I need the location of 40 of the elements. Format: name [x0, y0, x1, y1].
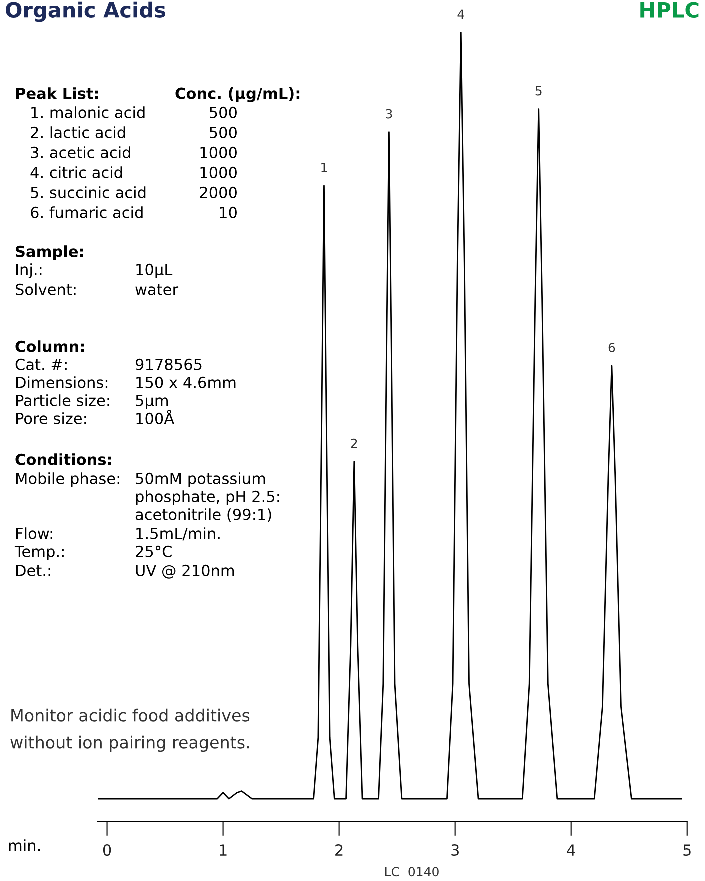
- x-tick-label: 4: [567, 844, 576, 856]
- annotation: 2: [351, 438, 358, 448]
- text: Inj.: 10μL: [16, 264, 173, 278]
- x-tick-label: 3: [452, 844, 459, 856]
- x-axis-title: min.: [9, 840, 40, 852]
- text: LC 0140: [386, 867, 439, 877]
- text: Solvent: water: [16, 284, 179, 296]
- text: 4. citric acid 1000: [30, 166, 237, 178]
- annotation: phosphate, pH 2.5:: [136, 490, 280, 506]
- chart-title: Organic Acids: [6, 2, 166, 22]
- text: Peak List: Conc. (μg/mL):: [16, 88, 300, 102]
- text: 6. fumaric acid 10: [31, 206, 237, 218]
- annotation: 3: [386, 109, 392, 119]
- text: Particle size: 5μm: [16, 394, 168, 410]
- text: Flow: 1.5mL/min.: [16, 528, 220, 541]
- x-tick-label: 5: [684, 844, 691, 856]
- text: 2. lactic acid 500: [31, 126, 237, 138]
- annotation: without ion pairing reagents.: [10, 736, 250, 752]
- text: Temp.: 25°C: [14, 546, 172, 560]
- text: 3. acetic acid 1000: [31, 146, 237, 158]
- text: 5. succinic acid 2000: [31, 186, 237, 198]
- annotation: 1: [322, 163, 328, 172]
- text: Column:: [16, 340, 84, 352]
- chart-subtitle: HPLC: [640, 2, 699, 18]
- text: Det.: UV @ 210nm: [16, 564, 234, 579]
- x-tick-label: 1: [220, 844, 227, 856]
- text: Pore size: 100Å: [16, 410, 174, 424]
- annotation: 4: [458, 10, 464, 19]
- text: Dimensions: 150 x 4.6mm: [16, 376, 236, 388]
- annotation: acetonitrile (99:1): [136, 508, 272, 522]
- annotation: 5: [536, 86, 542, 96]
- text: Sample:: [16, 246, 84, 260]
- text: Cat. #: 9178565: [16, 358, 202, 370]
- x-tick-label: 0: [103, 844, 112, 856]
- text: 1. malonic acid 500: [32, 106, 237, 118]
- annotation: Monitor acidic food additives: [12, 708, 250, 722]
- x-tick-label: 2: [336, 844, 343, 856]
- annotation: 6: [608, 343, 616, 352]
- annotation: Conditions:: [16, 454, 112, 466]
- annotation: Mobile phase: 50mM potassium: [16, 472, 266, 488]
